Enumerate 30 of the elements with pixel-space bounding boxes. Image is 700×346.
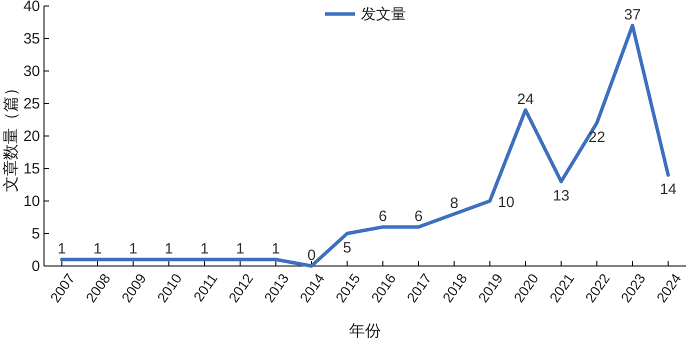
legend-label: 发文量	[361, 6, 406, 23]
data-label: 6	[414, 208, 423, 225]
y-tick-label: 5	[32, 226, 40, 242]
data-label: 1	[272, 240, 280, 258]
data-label: 0	[307, 247, 316, 264]
y-tick-label: 35	[23, 30, 40, 48]
x-axis-title: 年份	[349, 323, 381, 340]
y-tick-label: 0	[32, 258, 40, 275]
y-tick-label: 15	[23, 160, 40, 178]
data-label: 24	[517, 91, 534, 108]
data-label: 1	[128, 240, 138, 258]
data-label: 14	[660, 181, 677, 198]
data-label: 22	[588, 129, 606, 146]
y-tick-label: 10	[23, 193, 40, 210]
y-tick-label: 25	[23, 96, 40, 112]
data-label: 1	[200, 240, 209, 258]
data-label: 5	[342, 240, 352, 256]
data-label: 37	[624, 6, 641, 24]
data-label: 13	[552, 188, 570, 204]
y-tick-label: 30	[23, 63, 40, 80]
data-label: 6	[378, 208, 388, 225]
y-tick-label: 40	[23, 0, 40, 15]
data-label: 1	[58, 240, 66, 258]
data-label: 8	[450, 195, 458, 212]
data-label: 1	[93, 240, 102, 258]
data-label: 1	[236, 240, 244, 258]
y-axis-title: 文章数量（篇）	[2, 80, 20, 192]
data-label: 10	[498, 194, 515, 211]
data-label: 1	[164, 240, 174, 258]
y-tick-label: 20	[23, 128, 40, 145]
